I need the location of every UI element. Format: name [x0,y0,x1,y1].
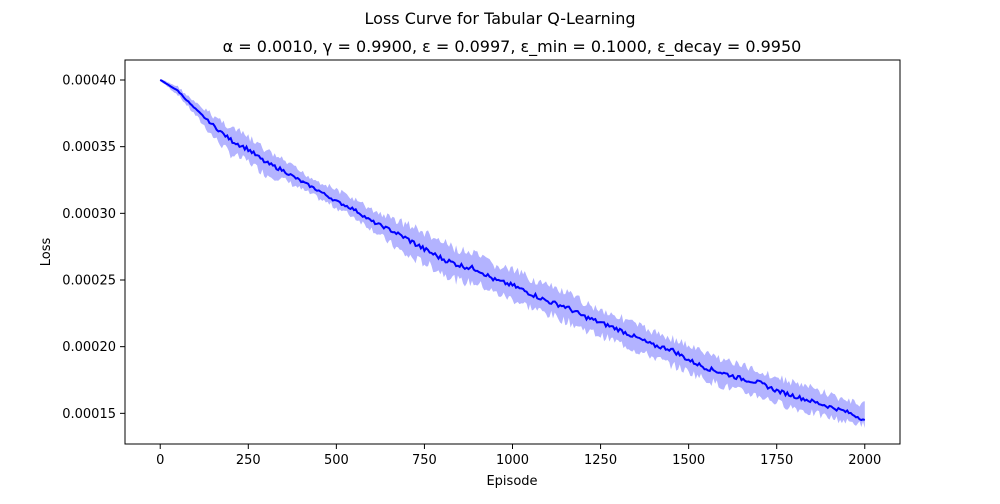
x-tick-label: 1750 [760,453,793,468]
x-tick-label: 1500 [672,453,705,468]
y-tick-label: 0.00035 [62,140,116,155]
x-tick-label: 750 [412,453,437,468]
chart-title: Loss Curve for Tabular Q-Learning [365,9,636,28]
x-tick-label: 1250 [584,453,617,468]
x-axis-label: Episode [486,474,537,489]
y-tick-label: 0.00040 [62,74,116,89]
x-tick-label: 500 [324,453,349,468]
y-tick-label: 0.00025 [62,274,116,289]
y-tick-label: 0.00015 [62,407,116,422]
loss-range-band [160,79,865,428]
x-tick-label: 1000 [496,453,529,468]
plot-area [159,79,866,428]
y-axis-label: Loss [39,238,54,267]
x-axis: 0 250 500 750 1000 1250 1500 1750 2000 [156,444,881,468]
y-axis: 0.00015 0.00020 0.00025 0.00030 0.00035 0.000… [62,74,125,422]
y-tick-label: 0.00020 [62,340,116,355]
x-tick-label: 250 [236,453,261,468]
x-tick-label: 0 [156,453,164,468]
loss-line [159,79,866,422]
y-tick-label: 0.00030 [62,207,116,222]
chart-subtitle: α = 0.0010, γ = 0.9900, ε = 0.0997, ε_mi… [223,37,802,57]
x-tick-label: 2000 [848,453,881,468]
